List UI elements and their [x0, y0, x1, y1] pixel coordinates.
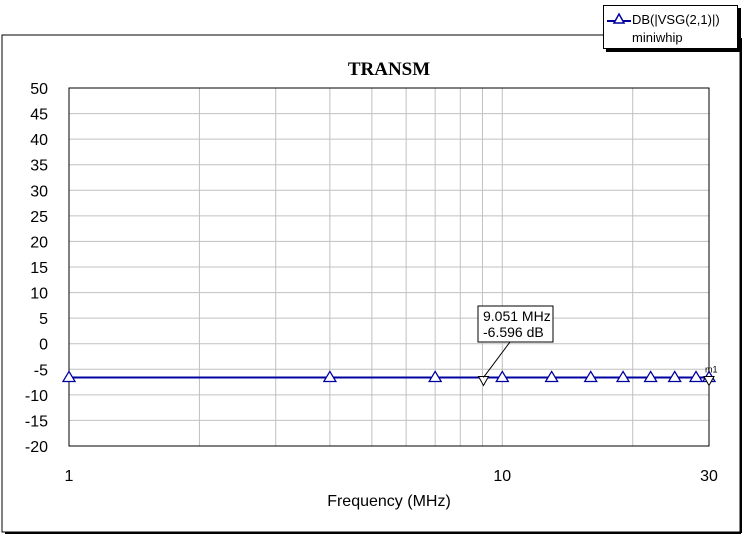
marker-freq-label: 9.051 MHz	[483, 308, 551, 324]
y-tick-label: 30	[30, 183, 48, 200]
legend-triangle-icon	[612, 12, 626, 24]
data-point	[615, 370, 631, 383]
x-axis-ticks: 1 10 30	[65, 468, 718, 485]
plot-frame	[1, 34, 741, 533]
data-point	[667, 370, 682, 383]
marker-label-box	[477, 305, 554, 343]
data-point	[688, 370, 704, 383]
data-point	[583, 370, 598, 383]
marker-end-triangle	[703, 375, 715, 387]
legend: DB(|VSG(2,1)|) miniwhip	[603, 5, 738, 49]
y-tick-label: -15	[25, 413, 48, 430]
x-axis-label: Frequency (MHz)	[327, 493, 451, 510]
grid	[69, 88, 709, 446]
marker-layer: 9.051 MHz-6.596 dB m1	[477, 305, 718, 387]
data-point	[61, 370, 77, 383]
y-tick-label: 5	[39, 311, 48, 328]
marker-m1-triangle	[477, 375, 490, 387]
marker-value-label: -6.596 dB	[483, 324, 544, 340]
chart-title: TRANSM	[348, 59, 430, 80]
x-tick-label: 30	[700, 468, 718, 485]
plot-area	[68, 87, 710, 447]
marker-leader-line	[483, 341, 511, 378]
y-tick-label: 0	[39, 337, 48, 354]
data-point	[495, 370, 510, 383]
legend-series-label: DB(|VSG(2,1)|)	[632, 12, 720, 27]
y-tick-label: 40	[30, 132, 48, 149]
x-tick-label: 1	[65, 468, 74, 485]
data-point	[643, 370, 658, 383]
y-tick-label: 50	[30, 81, 48, 98]
legend-source-label: miniwhip	[632, 30, 683, 45]
y-tick-label: 45	[30, 107, 48, 124]
data-point	[544, 370, 559, 383]
y-tick-label: -10	[25, 388, 48, 405]
y-tick-label: 35	[30, 158, 48, 175]
data-point	[428, 370, 443, 383]
marker-end-label: m1	[705, 364, 718, 374]
y-tick-label: 15	[30, 260, 48, 277]
x-tick-label: 10	[493, 468, 511, 485]
y-tick-label: -20	[25, 439, 48, 456]
y-tick-label: 25	[30, 209, 48, 226]
y-tick-label: 10	[30, 286, 48, 303]
y-tick-label: -5	[34, 362, 48, 379]
y-tick-label: 20	[30, 234, 48, 251]
data-point	[322, 370, 338, 383]
